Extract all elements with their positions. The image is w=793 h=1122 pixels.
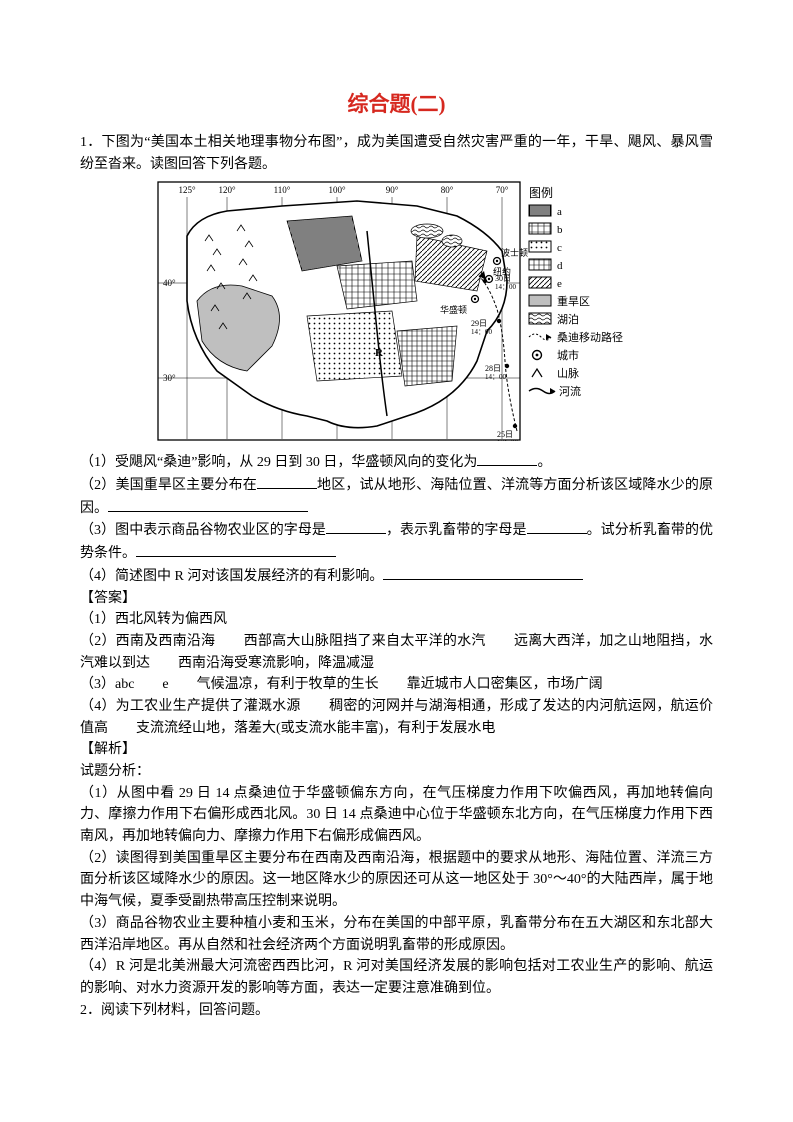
explain-header: 【解析】 — [80, 739, 713, 761]
svg-text:25日: 25日 — [497, 430, 513, 439]
q1-sub3b: ，表示乳畜带的字母是 — [386, 523, 527, 538]
blank-3b — [527, 519, 587, 534]
blank-1 — [477, 451, 537, 466]
svg-text:28日: 28日 — [485, 364, 501, 373]
answer-3: （3）abc e 气候温凉，有利于牧草的生长 靠近城市人口密集区，市场广阔 — [80, 674, 713, 696]
q1-sub1-end: 。 — [537, 455, 551, 470]
svg-text:14：00: 14：00 — [485, 373, 506, 381]
legend: 图例 a b c d e 重旱区 湖泊 桑迪移动路径 — [529, 186, 623, 398]
q2: 2．阅读下列材料，回答问题。 — [80, 1000, 713, 1022]
svg-text:17：00: 17：00 — [497, 439, 519, 441]
svg-text:波士顿: 波士顿 — [501, 247, 528, 258]
q1-sub3: （3）图中表示商品谷物农业区的字母是，表示乳畜带的字母是。试分析乳畜带的优势条件… — [80, 519, 713, 564]
answer-4: （4）为工农业生产提供了灌溉水源 稠密的河网并与湖海相通，形成了发达的内河航运网… — [80, 696, 713, 739]
svg-text:华盛顿: 华盛顿 — [440, 304, 467, 315]
svg-text:e: e — [557, 278, 562, 290]
page-root: 综合题(二) 1．下图为“美国本土相关地理事物分布图”，成为美国遭受自然灾害严重… — [0, 0, 793, 1122]
q1-sub3a: （3）图中表示商品谷物农业区的字母是 — [80, 523, 326, 538]
svg-text:29日: 29日 — [471, 319, 487, 328]
lon-100: 100° — [328, 185, 346, 195]
legend-title: 图例 — [529, 186, 553, 200]
blank-2b — [108, 497, 308, 512]
lon-70: 70° — [495, 185, 508, 195]
svg-text:30日: 30日 — [495, 274, 511, 283]
explain-2: （2）读图得到美国重旱区主要分布在西南及西南沿海，根据题中的要求从地形、海陆位置… — [80, 848, 713, 913]
answer-2: （2）西南及西南沿海 西部高大山脉阻挡了来自太平洋的水汽 远离大西洋，加之山地阻… — [80, 631, 713, 674]
answer-header: 【答案】 — [80, 588, 713, 610]
answer-1: （1）西北风转为偏西风 — [80, 609, 713, 631]
svg-text:a: a — [557, 206, 562, 218]
q1-intro: 1．下图为“美国本土相关地理事物分布图”，成为美国遭受自然灾害严重的一年，干旱、… — [80, 132, 713, 175]
svg-text:14：00: 14：00 — [471, 328, 492, 336]
region-b — [337, 261, 417, 309]
blank-3a — [326, 519, 386, 534]
svg-text:c: c — [557, 242, 562, 254]
r-label: R — [375, 347, 384, 359]
explain-1: （1）从图中看 29 日 14 点桑迪位于华盛顿偏东方向，在气压梯度力作用下吹偏… — [80, 783, 713, 848]
svg-text:b: b — [557, 224, 563, 236]
lon-80: 80° — [440, 185, 453, 195]
svg-text:城市: 城市 — [557, 348, 579, 362]
svg-text:d: d — [557, 260, 563, 272]
region-d — [397, 326, 457, 386]
us-map-figure: 125° 120° 110° 100° 90° 80° 70° — [157, 181, 637, 441]
explain-4: （4）R 河是北美洲最大河流密西西比河，R 河对美国经济发展的影响包括对工农业生… — [80, 956, 713, 999]
q1-sub2: （2）美国重旱区主要分布在地区，试从地形、海陆位置、洋流等方面分析该区域降水少的… — [80, 474, 713, 519]
lon-120: 120° — [218, 185, 236, 195]
explain-intro: 试题分析： — [80, 761, 713, 783]
page-title: 综合题(二) — [80, 88, 713, 118]
lon-125: 125° — [178, 185, 196, 195]
svg-text:湖泊: 湖泊 — [557, 313, 579, 326]
q1-sub1-text: （1）受飓风“桑迪”影响，从 29 日到 30 日，华盛顿风向的变化为 — [80, 455, 477, 470]
figure-wrap: 125° 120° 110° 100° 90° 80° 70° — [80, 181, 713, 441]
blank-4 — [383, 565, 583, 580]
svg-text:14：00: 14：00 — [495, 283, 517, 291]
svg-text:山脉: 山脉 — [557, 366, 579, 380]
q1-sub1: （1）受飓风“桑迪”影响，从 29 日到 30 日，华盛顿风向的变化为 。 — [80, 451, 713, 474]
lon-110: 110° — [273, 185, 290, 195]
q1-sub4a: （4）简述图中 R 河对该国发展经济的有利影响。 — [80, 569, 383, 584]
lon-90: 90° — [385, 185, 398, 195]
blank-2 — [257, 474, 317, 489]
svg-text:重旱区: 重旱区 — [557, 294, 590, 308]
blank-3c — [136, 542, 336, 557]
q1-sub2a: （2）美国重旱区主要分布在 — [80, 478, 257, 493]
svg-text:桑迪移动路径: 桑迪移动路径 — [557, 331, 623, 344]
explain-3: （3）商品谷物农业主要种植小麦和玉米，分布在美国的中部平原，乳畜带分布在五大湖区… — [80, 913, 713, 956]
q1-sub4: （4）简述图中 R 河对该国发展经济的有利影响。 — [80, 565, 713, 588]
svg-text:河流: 河流 — [559, 384, 581, 398]
region-c — [307, 311, 402, 381]
